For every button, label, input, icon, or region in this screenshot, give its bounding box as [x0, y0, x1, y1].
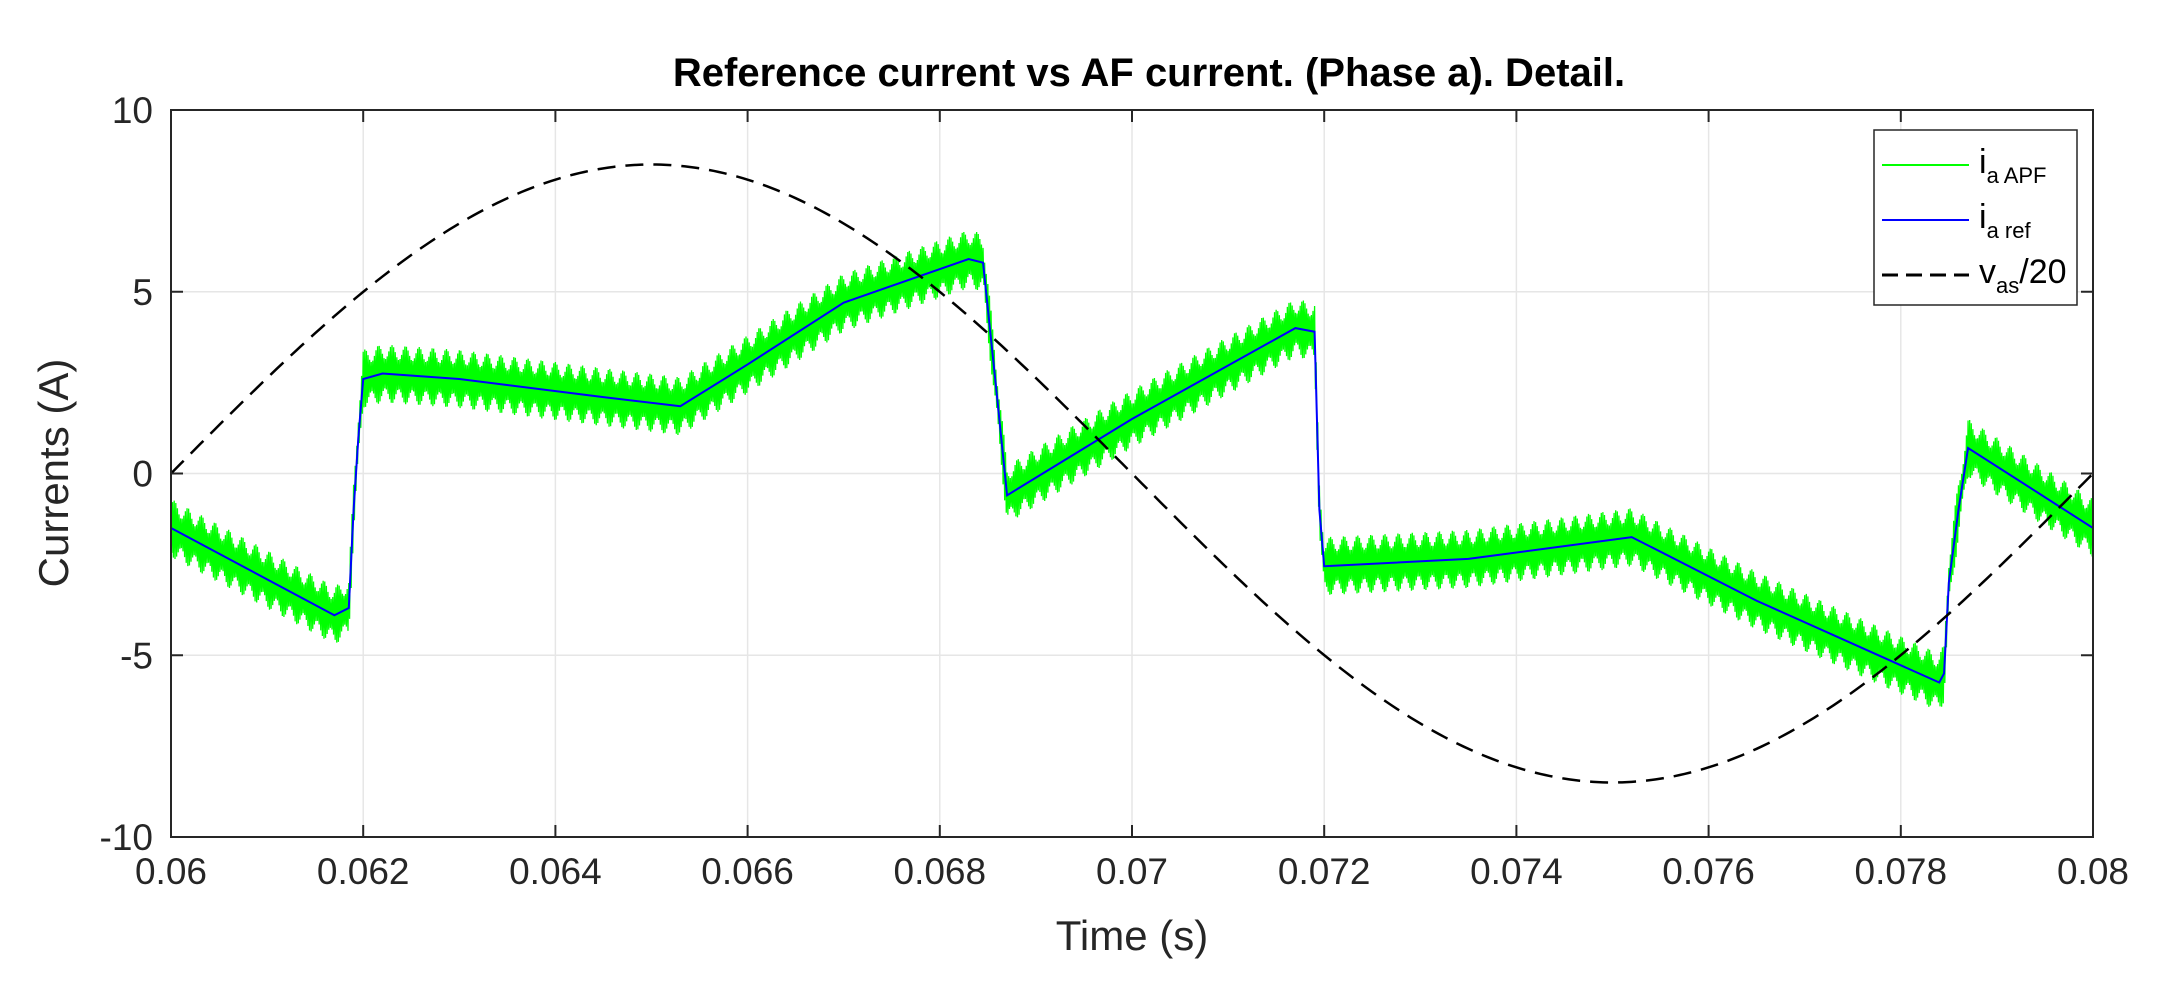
legend-label-main: v [1979, 253, 1996, 291]
x-tick-label: 0.062 [317, 851, 410, 892]
legend-entry: ia ref [1979, 198, 2031, 243]
grid [170, 109, 2094, 838]
legend-entry: vas/20 [1979, 253, 2067, 298]
legend-label-sub: as [1996, 273, 2019, 298]
x-tick-label: 0.064 [509, 851, 602, 892]
x-tick-label: 0.08 [2057, 851, 2129, 892]
series-line-i-a-ref [171, 257, 2093, 684]
y-tick-label: 10 [112, 90, 153, 131]
legend-label-sub: a APF [1987, 163, 2047, 188]
plot-area [171, 163, 2093, 784]
chart-title: Reference current vs AF current. (Phase … [673, 51, 1625, 95]
legend-label-main: i [1979, 198, 1987, 236]
x-axis-label: Time (s) [1056, 912, 1208, 959]
x-tick-label: 0.06 [135, 851, 207, 892]
y-tick-label: 0 [132, 454, 153, 495]
y-tick-label: -5 [120, 635, 153, 676]
x-tick-label: 0.07 [1096, 851, 1168, 892]
x-tick-label: 0.068 [894, 851, 987, 892]
x-tick-label: 0.074 [1470, 851, 1563, 892]
y-axis-label: Currents (A) [30, 359, 77, 588]
y-tick-label: -10 [100, 817, 153, 858]
legend-entry: ia APF [1979, 143, 2046, 188]
series-line-i-a-apf [171, 231, 2093, 707]
y-tick-label: 5 [132, 272, 153, 313]
legend-label-sub: a ref [1987, 218, 2032, 243]
legend-label-main: i [1979, 143, 1987, 181]
legend-label-suffix: /20 [2019, 253, 2066, 291]
x-tick-label: 0.072 [1278, 851, 1371, 892]
x-tick-label: 0.076 [1662, 851, 1755, 892]
y-axis: -10 -5 0 5 10 [100, 90, 2093, 858]
x-tick-label: 0.078 [1855, 851, 1948, 892]
x-axis: 0.06 0.062 0.064 0.066 0.068 0.07 0.072 0.074 0.… [135, 110, 2129, 892]
x-tick-label: 0.066 [701, 851, 794, 892]
